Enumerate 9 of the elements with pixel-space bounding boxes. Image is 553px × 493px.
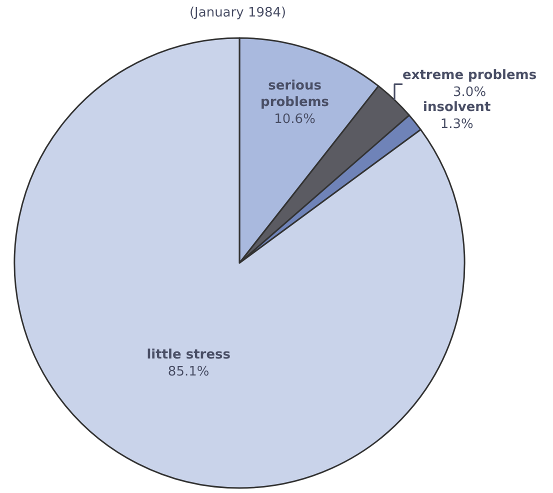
slice-label: little stress xyxy=(146,347,231,362)
chart-title: (January 1984) xyxy=(189,5,286,20)
data-label: 85.1% xyxy=(168,364,210,380)
slice-label: extreme problems xyxy=(402,68,537,84)
slice-label: insolvent xyxy=(423,100,491,116)
data-label: 1.3% xyxy=(440,117,474,132)
slice-label: serious problems xyxy=(260,78,330,110)
data-label: 3.0% xyxy=(453,85,486,100)
data-label: 10.6% xyxy=(274,112,316,128)
